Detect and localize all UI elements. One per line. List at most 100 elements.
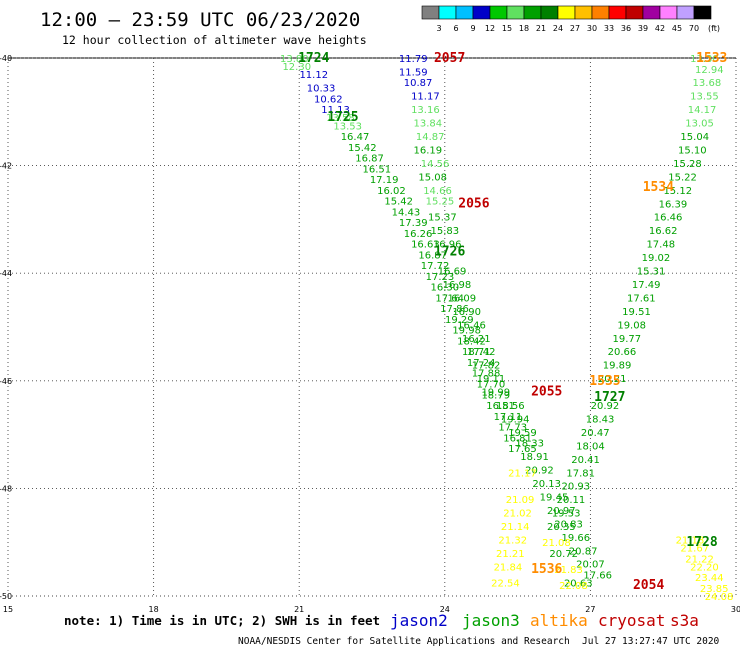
swh-value: 16.63 <box>411 240 440 251</box>
swh-value: 13.05 <box>685 119 714 130</box>
swh-value: 20.07 <box>576 560 605 571</box>
pass-time-label: 2055 <box>531 385 562 400</box>
swh-value: 17.70 <box>477 379 506 390</box>
pass-time-label: 2057 <box>434 51 465 66</box>
colorbar-swatch <box>489 5 508 20</box>
y-tick-label: -42 <box>0 162 12 171</box>
swh-value: 20.93 <box>562 482 591 493</box>
pass-time-label: 1724 <box>298 51 329 66</box>
swh-value: 19.98 <box>452 326 481 337</box>
swh-value: 20.21 <box>598 374 627 385</box>
swh-value: 20.83 <box>554 519 583 530</box>
swh-value: 17.11 <box>494 412 523 423</box>
swh-value: 16.98 <box>443 280 472 291</box>
swh-value: 17.24 <box>467 358 496 369</box>
colorbar-tick: 21 <box>536 24 546 33</box>
swh-value: 18.04 <box>576 441 605 452</box>
swh-value: 14.43 <box>392 207 421 218</box>
swh-value: 17.65 <box>508 444 537 455</box>
swh-value: 15.37 <box>428 213 457 224</box>
swh-value: 20.11 <box>557 495 586 506</box>
swh-value: 17.42 <box>467 347 496 358</box>
x-tick-label: 15 <box>3 605 13 614</box>
swh-value: 11.17 <box>411 92 440 103</box>
swh-value: 19.53 <box>552 509 581 520</box>
swh-value: 18.79 <box>481 390 510 401</box>
swh-value: 21.67 <box>680 544 709 555</box>
swh-value: 19.89 <box>603 361 632 372</box>
swh-value: 17.73 <box>498 423 527 434</box>
y-tick-label: -46 <box>0 377 12 386</box>
swh-value: 20.41 <box>571 455 600 466</box>
pass-time-label: 1536 <box>531 562 562 577</box>
swh-value: 20.92 <box>525 466 554 477</box>
swh-value: 16.90 <box>452 307 481 318</box>
colorbar-swatch <box>608 5 627 20</box>
x-tick-label: 30 <box>731 605 740 614</box>
pass-time-label: 1728 <box>686 535 717 550</box>
swh-value: 17.39 <box>399 218 428 229</box>
swh-value: 11.12 <box>299 70 328 81</box>
swh-value: 10.87 <box>404 78 433 89</box>
colorbar-tick: 42 <box>655 24 665 33</box>
swh-value: 20.92 <box>591 401 620 412</box>
swh-value: 23.44 <box>695 573 724 584</box>
swh-value: 24.08 <box>705 592 734 603</box>
swh-value: 21.18 <box>676 536 705 547</box>
colorbar-swatch <box>506 5 525 20</box>
colorbar-tick: 30 <box>587 24 597 33</box>
colorbar-tick: 27 <box>570 24 580 33</box>
colorbar-swatch <box>438 5 457 20</box>
swh-value: 16.69 <box>438 267 467 278</box>
swh-value: 16.21 <box>462 334 491 345</box>
colorbar-tick: 3 <box>436 24 441 33</box>
swh-value: 16.30 <box>430 283 459 294</box>
swh-value: 19.08 <box>617 320 646 331</box>
swh-value: 17.88 <box>472 369 501 380</box>
colorbar-tick: 45 <box>672 24 682 33</box>
swh-value: 20.72 <box>549 549 578 560</box>
swh-value: 19.29 <box>445 315 474 326</box>
legend-entry: jason2 <box>390 611 448 630</box>
swh-value: 15.83 <box>430 226 459 237</box>
swh-value: 17.81 <box>566 468 595 479</box>
x-tick-label: 27 <box>585 605 595 614</box>
swh-value: 13.53 <box>333 121 362 132</box>
colorbar-swatch <box>625 5 644 20</box>
colorbar-swatch <box>455 5 474 20</box>
swh-value: 15.08 <box>418 172 447 183</box>
colorbar-tick: 6 <box>453 24 458 33</box>
swh-value: 17.82 <box>472 361 501 372</box>
swh-value: 21.22 <box>685 554 714 565</box>
swh-value: 13.30 <box>690 54 719 65</box>
swh-value: 13.80 <box>280 54 309 65</box>
colorbar-swatch <box>693 5 712 20</box>
swh-value: 21.08 <box>542 538 571 549</box>
swh-value: 16.62 <box>649 226 678 237</box>
pass-time-label: 2056 <box>458 196 489 211</box>
x-tick-label: 18 <box>149 605 159 614</box>
swh-value: 17.72 <box>421 261 450 272</box>
swh-value: 19.94 <box>501 414 530 425</box>
legend-entry: jason3 <box>462 611 520 630</box>
swh-value: 22.54 <box>491 579 520 590</box>
swh-value: 12.94 <box>695 65 724 76</box>
footer-credit: NOAA/NESDIS Center for Satellite Applica… <box>238 636 570 647</box>
swh-value: 15.42 <box>348 143 377 154</box>
colorbar-tick: 15 <box>502 24 512 33</box>
pass-time-label: 1533 <box>696 51 727 66</box>
colorbar-swatch <box>540 5 559 20</box>
swh-value: 13.58 <box>326 113 355 124</box>
swh-value: 21.83 <box>554 565 583 576</box>
swh-value: 16.47 <box>341 132 370 143</box>
grid-lines <box>7 57 737 597</box>
legend-entry: cryosat <box>598 611 665 630</box>
colorbar-tick: 39 <box>638 24 648 33</box>
swh-value: 18.42 <box>457 336 486 347</box>
swh-value: 16.46 <box>654 213 683 224</box>
swh-value: 18.43 <box>586 414 615 425</box>
swh-value: 15.10 <box>678 145 707 156</box>
swh-value: 17.23 <box>426 272 455 283</box>
colorbar-tick: 36 <box>621 24 631 33</box>
swh-value: 20.97 <box>547 506 576 517</box>
